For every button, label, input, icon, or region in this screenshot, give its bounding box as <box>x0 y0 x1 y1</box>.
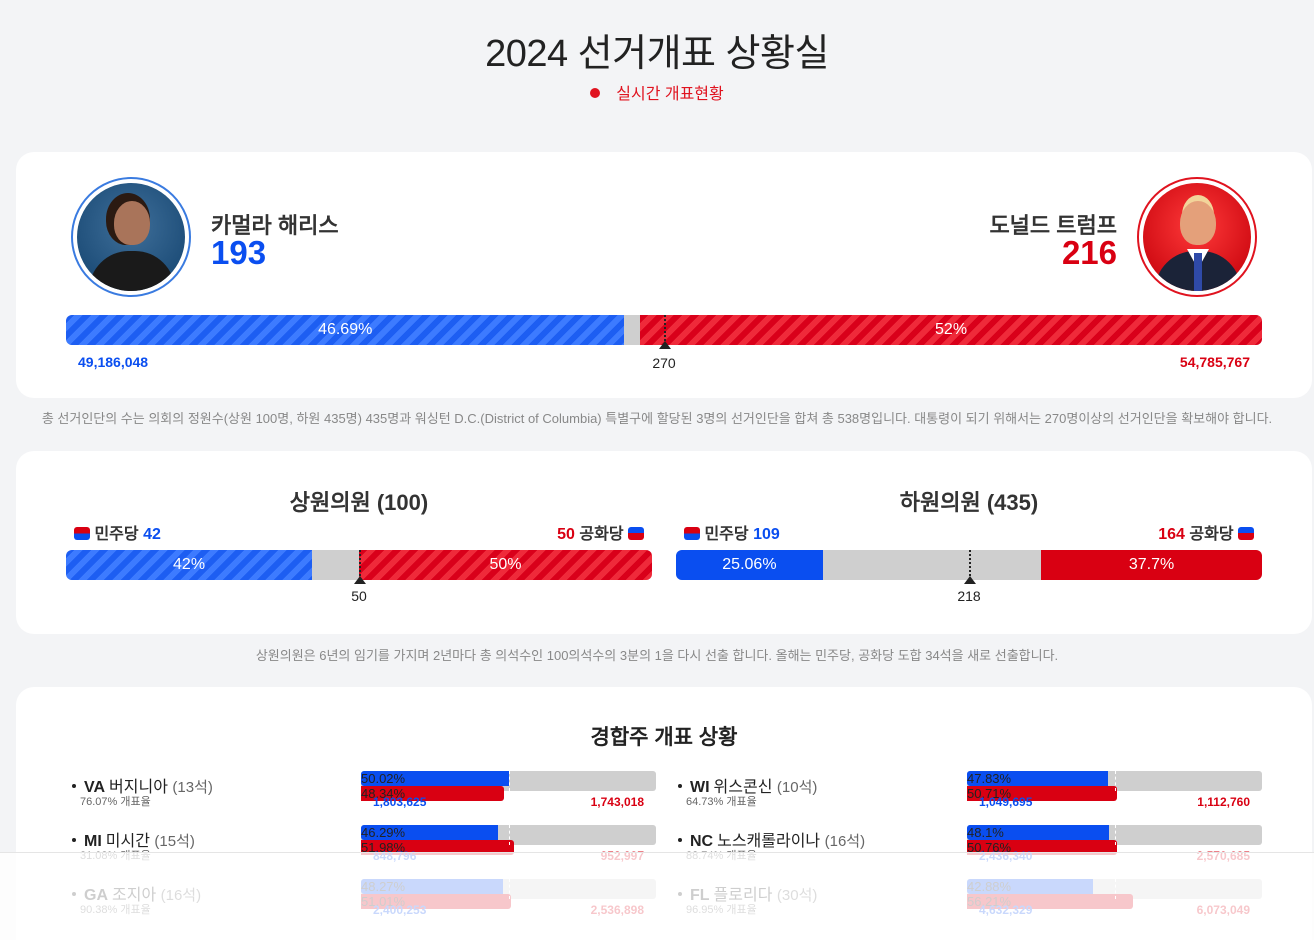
swing-rep-bar: 50.76% <box>967 840 1117 855</box>
swing-majority-marker <box>508 825 510 845</box>
senate-dem-seats: 42 <box>143 526 161 543</box>
house-majority-marker <box>964 550 976 584</box>
swing-dem-bar: 47.83% <box>967 771 1109 786</box>
harris-electoral-votes: 193 <box>211 234 267 271</box>
swing-rep-bar: 50.71% <box>967 786 1117 801</box>
state-seats: (15석) <box>154 833 195 850</box>
state-name: 미시간 <box>105 833 150 850</box>
republican-icon <box>628 527 644 540</box>
live-status: 실시간 개표현황 <box>0 80 1314 104</box>
trump-electoral-votes: 216 <box>1061 234 1117 271</box>
swing-bar-wi: 47.83% 50.71% <box>967 771 1262 801</box>
live-dot-icon <box>590 88 601 98</box>
state-name: 위스콘신 <box>713 779 773 796</box>
house-rep-bar: 37.7% <box>1041 550 1262 580</box>
electoral-card: 카멀라 해리스 193 도널드 트럼프 216 46.69% 52% 270 4… <box>16 152 1312 398</box>
senate-rep-label: 공화당 <box>579 526 624 543</box>
democrat-icon <box>74 527 90 540</box>
swing-rep-bar: 51.98% <box>361 840 515 855</box>
swing-rep-votes: 1,112,760 <box>1197 795 1250 809</box>
state-name: 노스캐롤라이나 <box>717 833 821 850</box>
trump-name: 도널드 트럼프 <box>989 213 1117 238</box>
republican-icon <box>1238 527 1254 540</box>
bullet-icon <box>72 838 76 842</box>
electoral-bar: 46.69% 52% 270 <box>66 315 1262 371</box>
swing-majority-marker <box>1114 825 1116 845</box>
swing-dem-votes: 1,803,625 <box>373 795 427 809</box>
swing-dem-bar: 50.02% <box>361 771 509 786</box>
bullet-icon <box>678 838 682 842</box>
senate-rep: 50 공화당 <box>557 520 644 544</box>
state-code: MI <box>84 833 102 850</box>
swing-dem-bar: 46.29% <box>361 825 498 840</box>
house-rep-label: 공화당 <box>1189 526 1234 543</box>
electoral-note: 총 선거인단의 수는 의회의 정원수(상원 100명, 하원 435명) 435… <box>41 411 1273 426</box>
swing-bar-nc: 48.1% 50.76% <box>967 825 1262 855</box>
congress-card: 상원의원 (100) 민주당 42 50 공화당 42% 50% 50 하원의원… <box>16 451 1312 634</box>
senate-majority-marker <box>354 550 366 584</box>
swing-dem-bar: 48.1% <box>967 825 1109 840</box>
senate-dem-bar: 42% <box>66 550 313 580</box>
house-bar: 25.06% 37.7% 218 <box>676 550 1262 604</box>
state-seats: (10석) <box>776 779 818 796</box>
threshold-marker <box>659 315 671 349</box>
harris-avatar <box>71 177 191 297</box>
trump-avatar <box>1137 177 1257 297</box>
democrat-icon <box>684 527 700 540</box>
congress-note: 상원의원은 6년의 임기를 가지며 2년마다 총 의석수인 100의석수의 3분… <box>255 648 1059 663</box>
swing-bar-mi: 46.29% 51.98% <box>361 825 656 855</box>
swing-dem-votes: 1,049,695 <box>979 795 1033 809</box>
senate-dem-label: 민주당 <box>94 526 139 543</box>
trump-popular-vote: 54,785,767 <box>1179 354 1250 370</box>
live-label: 실시간 개표현황 <box>616 86 724 103</box>
page-title: 2024 선거개표 상황실 <box>485 33 829 75</box>
state-seats: (16석) <box>824 833 866 850</box>
house-dem: 민주당 109 <box>684 520 780 544</box>
senate-bar: 42% 50% 50 <box>66 550 652 604</box>
state-count-rate: 64.73% 개표율 <box>686 796 757 808</box>
bottom-fade-overlay <box>0 852 1314 940</box>
bullet-icon <box>72 784 76 788</box>
house-rep-seats: 164 <box>1158 526 1185 543</box>
state-name: 버지니아 <box>109 779 168 796</box>
harris-popular-vote: 49,186,048 <box>78 354 149 370</box>
senate-majority-label: 50 <box>351 588 367 604</box>
trump-share-bar: 52% <box>640 315 1262 345</box>
swing-bar-va: 50.02% 48.34% <box>361 771 656 801</box>
harris-name: 카멀라 해리스 <box>211 213 339 238</box>
house-dem-seats: 109 <box>753 526 780 543</box>
state-seats: (13석) <box>172 779 213 796</box>
swing-rep-bar: 48.34% <box>361 786 504 801</box>
state-code: VA <box>84 779 106 796</box>
harris-share-bar: 46.69% <box>66 315 625 345</box>
swing-state-va: VA 버지니아 (13석) 76.07% 개표율 <box>72 773 213 808</box>
swing-majority-marker <box>508 771 510 791</box>
senate-title: 상원의원 (100) <box>289 490 429 515</box>
house-majority-label: 218 <box>957 588 981 604</box>
house-title: 하원의원 (435) <box>899 490 1039 515</box>
senate-rep-bar: 50% <box>359 550 652 580</box>
state-code: NC <box>690 833 714 850</box>
swing-rep-votes: 1,743,018 <box>590 795 644 809</box>
swing-state-wi: WI 위스콘신 (10석) 64.73% 개표율 <box>678 773 818 808</box>
threshold-label: 270 <box>652 355 676 371</box>
senate-rep-seats: 50 <box>557 526 575 543</box>
swing-title: 경합주 개표 상황 <box>590 726 738 749</box>
state-count-rate: 76.07% 개표율 <box>80 796 151 808</box>
house-rep: 164 공화당 <box>1158 520 1254 544</box>
bullet-icon <box>678 784 682 788</box>
senate-dem: 민주당 42 <box>74 520 161 544</box>
house-dem-bar: 25.06% <box>676 550 823 580</box>
state-code: WI <box>690 779 710 796</box>
swing-majority-marker <box>1114 771 1116 791</box>
house-dem-label: 민주당 <box>704 526 749 543</box>
